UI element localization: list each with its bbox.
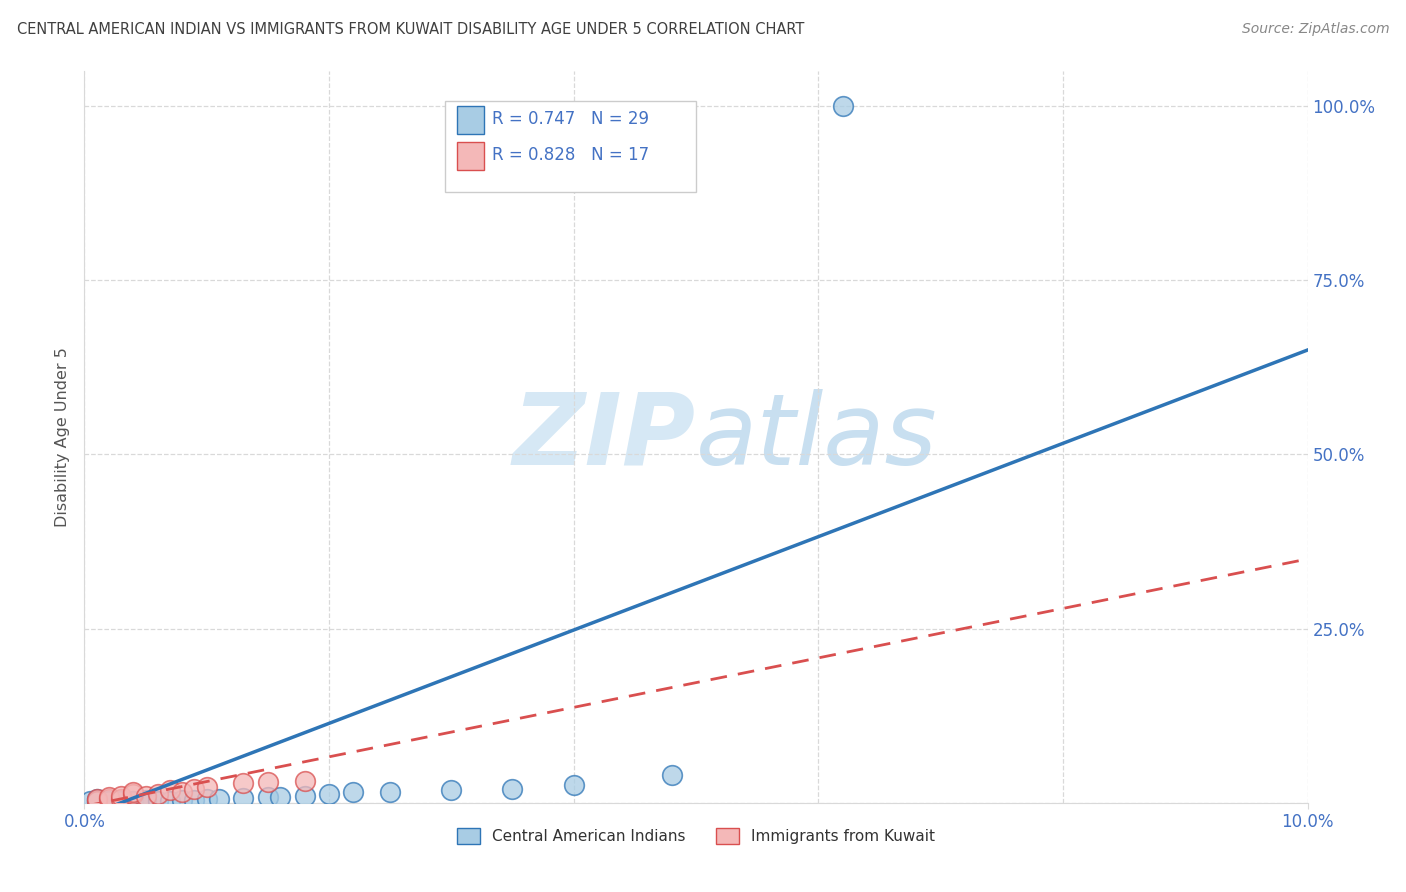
Point (440, 783, 463, 797)
Point (183, 781, 205, 796)
Point (195, 780, 218, 795)
Point (86, 794, 108, 808)
Point (86, 794, 108, 808)
Point (294, 773, 316, 788)
FancyBboxPatch shape (446, 101, 696, 192)
Point (79, 794, 101, 808)
Point (380, 785, 402, 799)
Point (135, 793, 157, 807)
Point (294, 789, 316, 803)
Point (97, 794, 120, 808)
Point (110, 794, 132, 808)
Point (110, 789, 132, 803)
Point (562, 778, 585, 792)
Point (110, 794, 132, 808)
Y-axis label: Disability Age Under 5: Disability Age Under 5 (55, 347, 70, 527)
Point (122, 794, 145, 808)
Point (831, 99, 853, 113)
Text: ZIP: ZIP (513, 389, 696, 485)
Point (110, 791, 132, 805)
Point (122, 794, 145, 808)
Text: Source: ZipAtlas.com: Source: ZipAtlas.com (1241, 22, 1389, 37)
Point (86, 792, 108, 806)
Point (232, 776, 254, 790)
Text: R = 0.747   N = 29: R = 0.747 N = 29 (492, 110, 648, 128)
Point (97, 792, 120, 806)
Point (135, 794, 157, 808)
Point (342, 785, 364, 799)
Point (159, 783, 181, 797)
Point (146, 788, 169, 802)
FancyBboxPatch shape (457, 143, 484, 170)
Point (122, 785, 145, 799)
Point (135, 789, 157, 803)
Point (172, 793, 194, 807)
Text: atlas: atlas (696, 389, 938, 485)
Point (183, 793, 205, 807)
Point (97, 790, 120, 805)
Point (232, 791, 254, 805)
Point (257, 775, 280, 789)
Text: CENTRAL AMERICAN INDIAN VS IMMIGRANTS FROM KUWAIT DISABILITY AGE UNDER 5 CORRELA: CENTRAL AMERICAN INDIAN VS IMMIGRANTS FR… (17, 22, 804, 37)
Point (318, 787, 340, 801)
Point (208, 791, 231, 805)
Point (97, 794, 120, 808)
Point (122, 788, 145, 802)
Point (502, 781, 524, 796)
Point (159, 794, 181, 808)
Point (86, 791, 108, 805)
FancyBboxPatch shape (457, 106, 484, 134)
Legend: Central American Indians, Immigrants from Kuwait: Central American Indians, Immigrants fro… (451, 822, 941, 850)
Point (269, 790, 291, 805)
Point (146, 794, 169, 808)
Point (257, 789, 280, 804)
Point (172, 785, 194, 799)
Text: R = 0.828   N = 17: R = 0.828 N = 17 (492, 146, 648, 164)
Point (195, 792, 218, 806)
Point (661, 768, 683, 782)
